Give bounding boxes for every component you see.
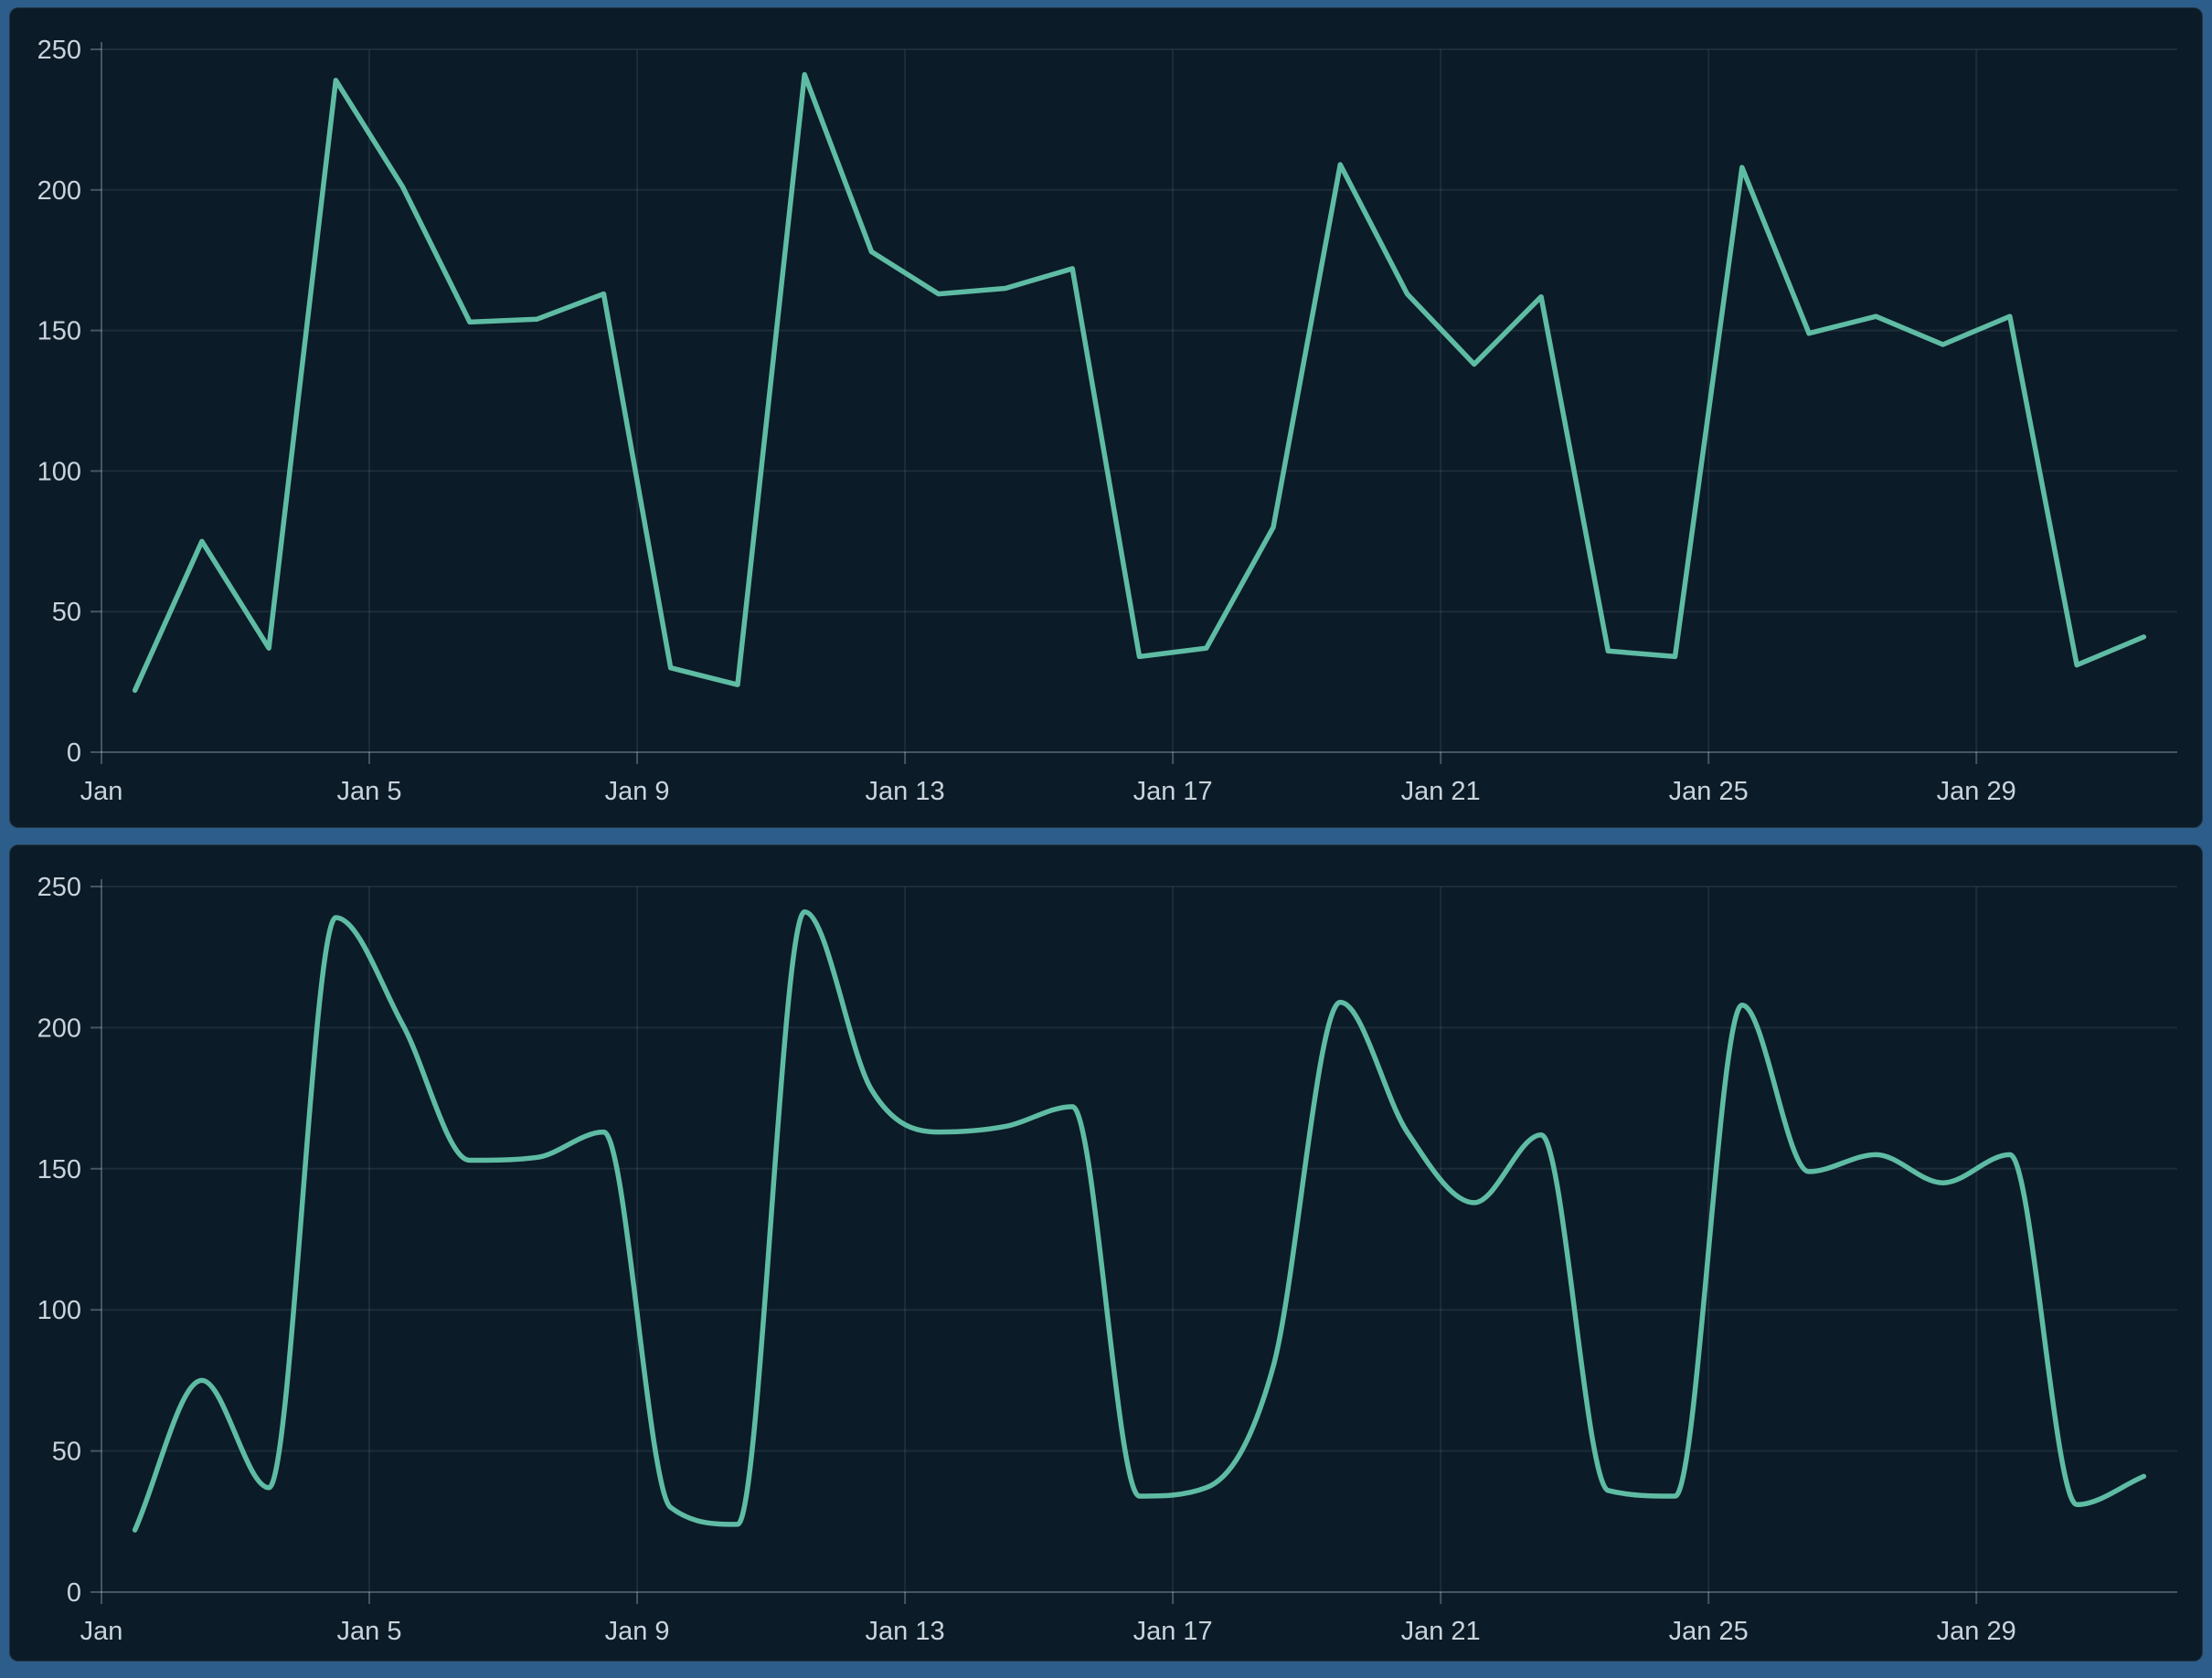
y-axis-tick-label: 150 [37,1155,81,1184]
line-chart-smoothed[interactable]: 0 50 100 150 200 250 Jan Jan 5 Jan 9 Jan 13 Jan 17… [10,845,2202,1661]
y-axis-tick-label: 150 [37,317,81,346]
y-axis-tick-label: 50 [52,1438,81,1467]
y-axis-tick-label: 250 [37,873,81,902]
y-axis-tick-label: 0 [67,738,81,768]
x-axis-tick-label: Jan 17 [1133,777,1213,806]
series-line[interactable] [132,71,2147,694]
y-axis-tick-label: 250 [37,36,81,65]
y-axis-tick-label: 200 [37,176,81,206]
x-axis-tick-label: Jan 9 [605,1617,670,1646]
y-axis-tick-label: 0 [67,1578,81,1608]
x-axis-tick-label: Jan 25 [1669,777,1749,806]
x-axis-tick-label: Jan 5 [337,777,402,806]
x-axis-tick-label: Jan 29 [1937,777,2016,806]
x-axis-tick-label: Jan 21 [1401,777,1481,806]
line-chart-linear[interactable]: 0 50 100 150 200 250 Jan Jan 5 Jan 9 Jan 13 Jan 17… [10,8,2202,827]
y-axis-tick-label: 100 [37,1296,81,1325]
x-axis-tick-label: Jan 9 [605,777,670,806]
x-axis-tick-label: Jan 13 [866,777,945,806]
x-axis-tick-label: Jan 5 [337,1617,402,1646]
series-line-smoothed[interactable] [132,909,2147,1533]
y-axis-tick-label: 50 [52,598,81,627]
x-axis-tick-label: Jan [80,777,123,806]
y-axis-tick-label: 100 [37,457,81,486]
plot-area[interactable] [101,887,2177,1592]
chart-panel-linear: 0 50 100 150 200 250 Jan Jan 5 Jan 9 Jan 13 Jan 17… [9,7,2203,828]
y-axis-tick-label: 200 [37,1014,81,1043]
x-axis-tick-label: Jan 21 [1401,1617,1481,1646]
x-axis-tick-label: Jan 17 [1133,1617,1213,1646]
x-axis-tick-label: Jan 29 [1937,1617,2016,1646]
chart-panel-smoothed: 0 50 100 150 200 250 Jan Jan 5 Jan 9 Jan 13 Jan 17… [9,844,2203,1662]
x-axis-tick-label: Jan 13 [866,1617,945,1646]
x-axis-tick-label: Jan 25 [1669,1617,1749,1646]
x-axis-tick-label: Jan [80,1617,123,1646]
